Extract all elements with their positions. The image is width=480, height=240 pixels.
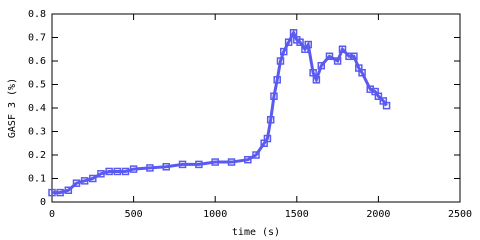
point-marker (227, 158, 236, 166)
point-marker (263, 134, 272, 143)
point-marker (105, 167, 113, 176)
point-marker (211, 158, 219, 166)
point-marker (358, 69, 366, 77)
point-marker (279, 47, 288, 56)
point-marker (252, 151, 260, 159)
point-marker (244, 155, 252, 164)
point-marker (97, 170, 105, 178)
y-tick-label: 0.6 (28, 56, 46, 67)
y-tick-label: 0.5 (28, 80, 46, 91)
point-marker (129, 165, 138, 173)
point-marker (146, 164, 154, 172)
point-marker (80, 177, 89, 185)
x-axis-label: time (s) (232, 227, 280, 238)
point-marker (289, 29, 298, 37)
y-tick-label: 0.2 (28, 150, 46, 161)
y-tick-label: 0.7 (28, 33, 46, 44)
point-marker (350, 52, 358, 61)
point-marker (382, 101, 391, 110)
y-axis-label: GASF 3 (%) (7, 78, 18, 138)
point-marker (113, 167, 122, 176)
point-marker (333, 57, 342, 65)
plot-border (51, 13, 461, 203)
point-marker (121, 167, 130, 176)
point-marker (270, 92, 278, 100)
point-marker (317, 61, 326, 70)
point-marker (64, 186, 73, 194)
point-marker (296, 38, 304, 46)
point-marker (72, 179, 81, 187)
point-marker (56, 188, 64, 197)
point-marker (304, 40, 312, 49)
point-marker (309, 69, 317, 77)
data-line (52, 29, 388, 195)
point-marker (284, 38, 293, 46)
point-marker (266, 116, 275, 124)
y-tick-label: 0 (40, 197, 46, 208)
y-tick-label: 0.4 (28, 103, 46, 114)
y-tick-label: 0.8 (28, 9, 46, 20)
x-tick-label: 0 (49, 209, 55, 220)
point-marker (338, 45, 347, 53)
point-marker (273, 76, 281, 84)
y-tick-label: 0.1 (28, 174, 46, 185)
point-marker (345, 52, 353, 61)
point-marker (48, 188, 56, 197)
point-marker (374, 92, 383, 100)
x-tick-label: 2000 (366, 209, 390, 220)
x-tick-label: 500 (125, 209, 143, 220)
x-tick-label: 1500 (285, 209, 309, 220)
point-marker (325, 52, 334, 61)
point-marker (276, 57, 285, 65)
point-marker (312, 76, 321, 84)
y-tick-label: 0.3 (28, 127, 46, 138)
point-marker (195, 160, 203, 169)
point-marker (162, 163, 170, 171)
x-tick-label: 1000 (203, 209, 227, 220)
x-tick-label: 2500 (448, 209, 472, 220)
point-marker (178, 160, 187, 169)
point-marker (89, 174, 97, 183)
